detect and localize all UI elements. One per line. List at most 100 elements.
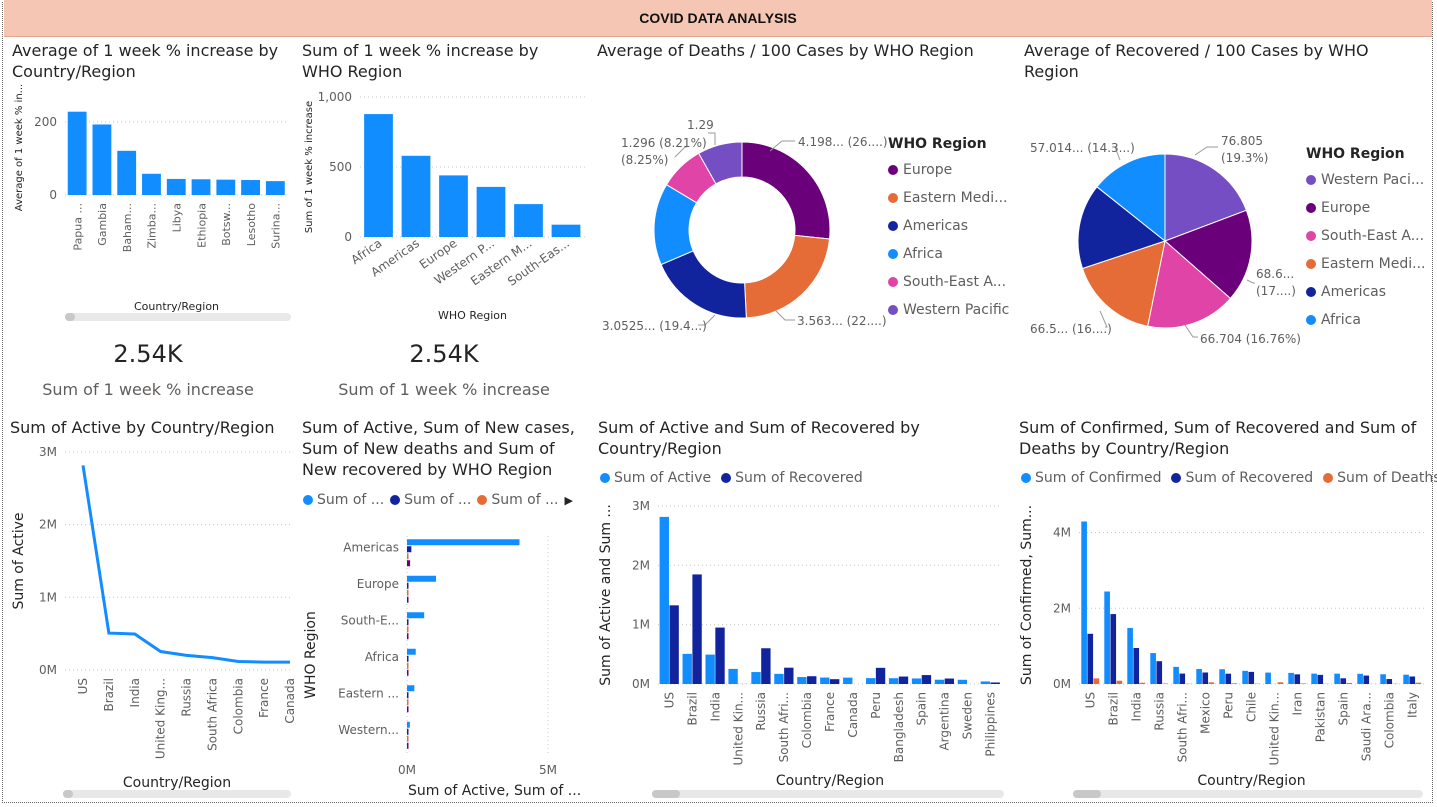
bar xyxy=(774,673,784,684)
legend-label: Sum of Recovered xyxy=(735,470,863,486)
chart7-title: Sum of Active and Sum of Recovered by Co… xyxy=(598,418,920,458)
legend-dot xyxy=(600,473,610,483)
x-axis-title: Sum of Active, Sum of ... xyxy=(408,783,581,799)
x-tick-label: Gambia xyxy=(96,203,109,246)
y-axis-title: Average of 1 week % in... xyxy=(14,84,25,211)
bar xyxy=(407,655,409,662)
pie-slice xyxy=(741,141,831,240)
y-tick-label: Africa xyxy=(365,650,399,664)
y-tick-label: Americas xyxy=(343,540,399,554)
legend-item-eastern-med[interactable]: Eastern Medi... xyxy=(888,184,1009,212)
legend-next-arrow-icon[interactable]: ▶ xyxy=(564,493,573,507)
bar xyxy=(514,204,543,237)
legend-item-active[interactable]: Sum of Active xyxy=(600,470,711,486)
legend-item-western-pacific[interactable]: Western Paci... xyxy=(1306,166,1425,194)
legend-label: South-East A... xyxy=(903,274,1007,290)
bar xyxy=(67,111,87,195)
bar xyxy=(820,677,830,684)
legend-item-south-east-asia[interactable]: South-East A... xyxy=(1306,222,1425,250)
bar xyxy=(191,179,211,195)
scrollbar-thumb[interactable] xyxy=(652,790,680,798)
kpi2-label: Sum of 1 week % increase xyxy=(338,380,550,399)
bar xyxy=(1409,676,1416,684)
legend-label: Europe xyxy=(1321,200,1371,216)
data-label: (8.25%) xyxy=(621,153,668,167)
leader-line xyxy=(708,132,716,145)
bar xyxy=(692,574,702,684)
legend-dot xyxy=(888,165,898,175)
scrollbar-thumb[interactable] xyxy=(65,313,75,321)
legend-item-new-deaths[interactable]: Sum of ... xyxy=(477,492,558,508)
y-tick-label: 1M xyxy=(39,590,57,604)
x-tick-label: India xyxy=(1130,692,1144,721)
chart5-scrollbar[interactable] xyxy=(63,790,291,798)
chart8-scrollbar[interactable] xyxy=(1073,790,1423,798)
x-tick-label: 0M xyxy=(398,763,416,777)
legend-item-confirmed[interactable]: Sum of Confirmed xyxy=(1021,470,1161,486)
bar xyxy=(888,678,899,684)
legend-label: Eastern Medi... xyxy=(1321,256,1426,272)
legend-item-europe[interactable]: Europe xyxy=(888,156,1009,184)
legend-item-americas[interactable]: Americas xyxy=(1306,278,1425,306)
legend-item-deaths[interactable]: Sum of Deaths xyxy=(1323,470,1437,486)
bar xyxy=(407,626,409,633)
chart4-recovered-pie: 76.805 (19.3%) 68.6... (17....) 66.704 (16.7… xyxy=(1030,134,1301,346)
legend-label: Sum of ... xyxy=(491,492,559,508)
legend-item-new-cases[interactable]: Sum of ... xyxy=(390,492,471,508)
data-label: 57.014... (14.3...) xyxy=(1030,141,1135,155)
legend-item-europe[interactable]: Europe xyxy=(1306,194,1425,222)
legend-item-eastern-med[interactable]: Eastern Medi... xyxy=(1306,250,1425,278)
legend-item-recovered[interactable]: Sum of Recovered xyxy=(721,470,863,486)
bar xyxy=(407,692,409,699)
bar xyxy=(407,706,409,713)
bar xyxy=(1311,673,1317,684)
x-tick-label: Brazil xyxy=(1107,692,1121,726)
y-tick-label: 0M xyxy=(39,663,57,677)
pie-slice xyxy=(1164,153,1248,242)
bar xyxy=(407,575,437,582)
bar xyxy=(875,667,886,684)
bar xyxy=(761,648,771,684)
chart3-title: Average of Deaths / 100 Cases by WHO Reg… xyxy=(597,41,974,60)
bar xyxy=(1087,633,1094,684)
chart7-scrollbar[interactable] xyxy=(652,790,1004,798)
data-label: (19.3%) xyxy=(1221,151,1268,165)
scrollbar-thumb[interactable] xyxy=(63,790,73,798)
legend-dot xyxy=(888,249,898,259)
leader-line xyxy=(1246,279,1255,284)
legend-label: Europe xyxy=(903,162,953,178)
legend-label: Sum of Deaths xyxy=(1337,470,1437,486)
y-tick-label: 2M xyxy=(39,518,57,532)
x-axis-title: Country/Region xyxy=(134,300,219,313)
legend-item-americas[interactable]: Americas xyxy=(888,212,1009,240)
x-tick-label: Canada xyxy=(283,678,297,724)
x-tick-label: Canada xyxy=(846,692,860,738)
x-tick-label: Bangladesh xyxy=(892,692,906,762)
legend-dot xyxy=(1306,203,1316,213)
bar xyxy=(1110,614,1117,684)
x-tick-label: South Afri... xyxy=(777,692,791,762)
legend-item-south-east-asia[interactable]: South-East A... xyxy=(888,268,1009,296)
legend-dot xyxy=(888,305,898,315)
legend-item-active[interactable]: Sum of ... xyxy=(303,492,384,508)
bar xyxy=(1317,674,1324,684)
legend-item-recovered[interactable]: Sum of Recovered xyxy=(1171,470,1313,486)
leader-line xyxy=(1099,310,1108,328)
chart4-legend: WHO Region Western Paci... Europe South-… xyxy=(1306,146,1425,334)
bar xyxy=(1403,674,1409,684)
chart1-scrollbar[interactable] xyxy=(65,313,291,321)
legend-item-western-pacific[interactable]: Western Pacific xyxy=(888,296,1009,324)
bar xyxy=(401,155,431,237)
x-tick-label: United Kin... xyxy=(1268,692,1282,766)
x-tick-label: Chile xyxy=(1245,692,1259,722)
legend-dot xyxy=(1306,287,1316,297)
legend-item-africa[interactable]: Africa xyxy=(1306,306,1425,334)
bar xyxy=(92,124,112,195)
bar xyxy=(407,560,411,567)
scrollbar-thumb[interactable] xyxy=(1073,790,1101,798)
legend-item-africa[interactable]: Africa xyxy=(888,240,1009,268)
legend-dot xyxy=(1306,259,1316,269)
chart6-title: Sum of Active, Sum of New cases, Sum of … xyxy=(302,418,575,479)
y-tick-label: 1,000 xyxy=(318,90,352,104)
bar xyxy=(1265,672,1271,684)
